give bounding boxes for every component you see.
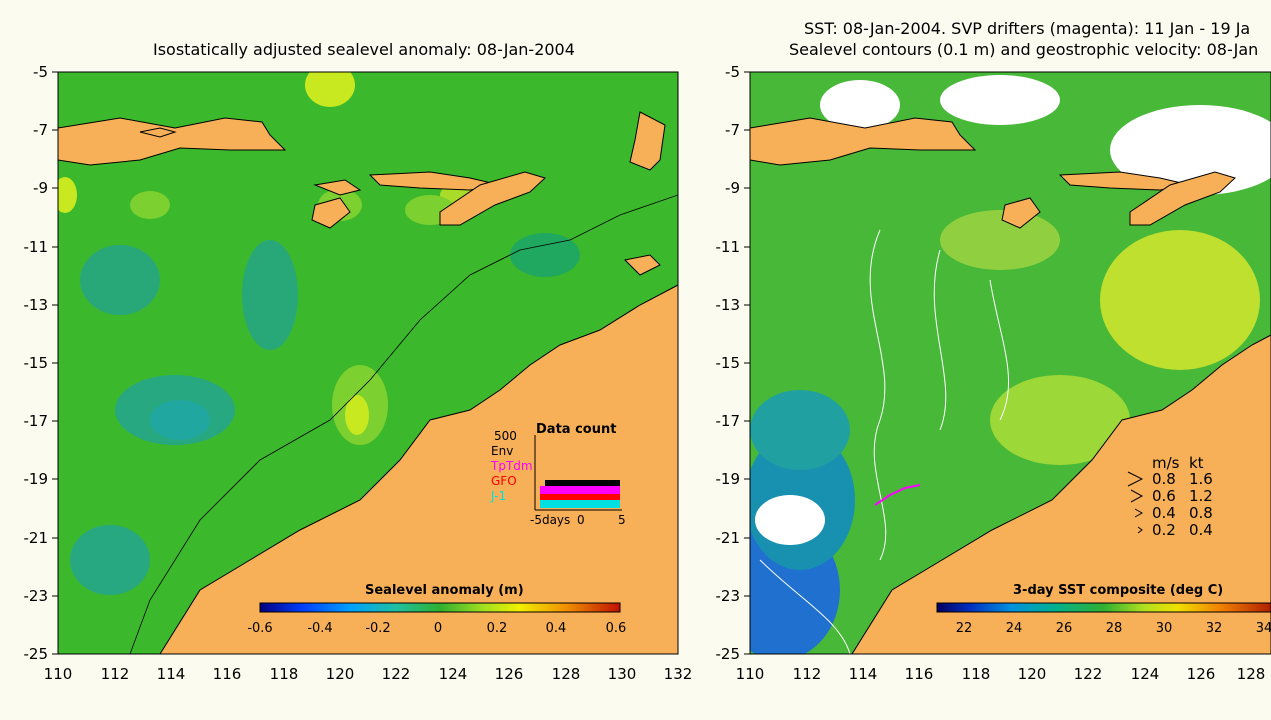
data-count-x-tick: 0 <box>577 513 585 527</box>
right-y-tick: -19 <box>715 470 741 488</box>
left-x-tick: 132 <box>663 665 693 683</box>
left-y-tick: -7 <box>33 121 48 139</box>
left-x-tick: 124 <box>438 665 468 683</box>
left-colorbar-tick: 0.6 <box>605 621 627 636</box>
data-count-x-tick: 5 <box>618 513 626 527</box>
right-colorbar-tick: 32 <box>1205 621 1223 636</box>
mission-env: Env <box>491 444 514 458</box>
left-x-tick: 126 <box>494 665 524 683</box>
right-colorbar-title: 3-day SST composite (deg C) <box>1013 583 1224 598</box>
data-count-max: 500 <box>494 429 517 443</box>
right-x-tick: 110 <box>735 665 765 683</box>
right-map <box>750 72 1271 654</box>
speed-legend-ms: 0.2 <box>1152 521 1176 539</box>
mission-gfo: GFO <box>491 474 517 488</box>
left-x-tick: 118 <box>269 665 299 683</box>
right-x-tick: 114 <box>848 665 878 683</box>
right-y-tick: -9 <box>725 179 740 197</box>
speed-legend-kt: 1.6 <box>1189 470 1213 488</box>
left-colorbar-tick: 0 <box>433 621 443 636</box>
left-x-tick: 110 <box>43 665 73 683</box>
right-y-tick: -5 <box>725 63 740 81</box>
right-colorbar-tick: 30 <box>1155 621 1173 636</box>
right-y-tick: -23 <box>715 587 741 605</box>
left-colorbar-title: Sealevel anomaly (m) <box>365 583 524 598</box>
left-x-tick: 128 <box>551 665 581 683</box>
right-x-tick: 120 <box>1017 665 1047 683</box>
mission-j1: J-1 <box>491 489 507 503</box>
right-x-tick: 122 <box>1073 665 1103 683</box>
left-colorbar-tick: -0.6 <box>247 621 273 636</box>
right-y-tick: -25 <box>715 645 741 663</box>
right-y-tick: -15 <box>715 354 741 372</box>
right-map-title-line2: Sealevel contours (0.1 m) and geostrophi… <box>789 40 1259 59</box>
speed-legend-ms: 0.6 <box>1152 487 1176 505</box>
speed-legend-arrows <box>1127 471 1144 534</box>
right-map-title-line1: SST: 08-Jan-2004. SVP drifters (magenta)… <box>804 19 1251 38</box>
right-x-tick: 126 <box>1186 665 1216 683</box>
left-y-tick: -19 <box>23 470 49 488</box>
left-map <box>58 72 678 654</box>
left-x-tick: 116 <box>212 665 242 683</box>
right-y-tick: -11 <box>715 238 741 256</box>
left-colorbar-tick: 0.4 <box>545 621 567 636</box>
left-colorbar-tick: 0.2 <box>486 621 508 636</box>
speed-legend-header-ms: m/s <box>1152 454 1180 472</box>
right-y-tick: -7 <box>725 121 740 139</box>
left-y-tick: -13 <box>23 296 49 314</box>
left-map-title: Isostatically adjusted sealevel anomaly:… <box>153 40 575 59</box>
right-x-tick: 128 <box>1236 665 1266 683</box>
data-count-title: Data count <box>536 422 617 437</box>
left-y-tick: -23 <box>23 587 49 605</box>
right-colorbar <box>936 602 1271 613</box>
left-x-tick: 130 <box>607 665 637 683</box>
right-x-tick: 118 <box>961 665 991 683</box>
left-x-tick: 122 <box>381 665 411 683</box>
speed-legend-ms: 0.4 <box>1152 504 1176 522</box>
left-y-tick: -11 <box>23 238 49 256</box>
right-y-tick: -17 <box>715 412 741 430</box>
right-colorbar-tick: 28 <box>1105 621 1123 636</box>
left-colorbar <box>259 602 621 613</box>
right-colorbar-tick: 22 <box>955 621 973 636</box>
left-x-tick: 112 <box>100 665 130 683</box>
speed-legend-ms: 0.8 <box>1152 470 1176 488</box>
right-colorbar-tick: 24 <box>1005 621 1023 636</box>
right-x-tick: 124 <box>1130 665 1160 683</box>
left-y-tick: -17 <box>23 412 49 430</box>
mission-tptdm: TpTdm <box>491 459 533 473</box>
speed-legend-header-kt: kt <box>1189 454 1204 472</box>
left-colorbar-tick: -0.4 <box>307 621 333 636</box>
left-y-tick: -15 <box>23 354 49 372</box>
speed-legend-kt: 1.2 <box>1189 487 1213 505</box>
right-colorbar-tick: 34 <box>1255 621 1271 636</box>
left-y-tick: -25 <box>23 645 49 663</box>
left-x-tick: 120 <box>325 665 355 683</box>
left-y-tick: -9 <box>33 179 48 197</box>
data-count-x-tick: -5days <box>530 513 571 527</box>
left-colorbar-tick: -0.2 <box>365 621 391 636</box>
speed-legend-kt: 0.8 <box>1189 504 1213 522</box>
speed-legend-kt: 0.4 <box>1189 521 1213 539</box>
right-x-tick: 116 <box>904 665 934 683</box>
left-x-tick: 114 <box>156 665 186 683</box>
right-y-tick: -13 <box>715 296 741 314</box>
right-colorbar-tick: 26 <box>1055 621 1073 636</box>
left-y-tick: -5 <box>33 63 48 81</box>
data-count-inset <box>534 435 622 511</box>
right-x-tick: 112 <box>792 665 822 683</box>
right-y-tick: -21 <box>715 529 741 547</box>
left-y-tick: -21 <box>23 529 49 547</box>
